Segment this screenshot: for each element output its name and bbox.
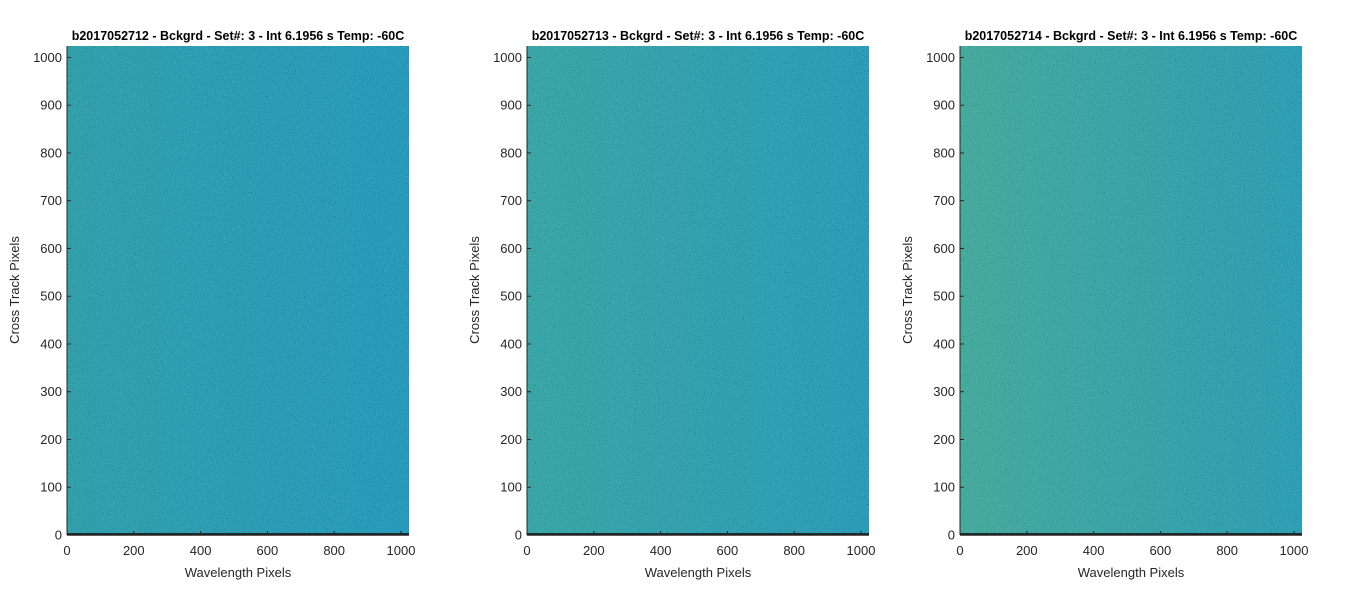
heatmap-row-0 — [527, 533, 869, 535]
y-tick-label: 900 — [500, 98, 522, 113]
heatmap-image — [960, 46, 1302, 535]
y-tick-label: 400 — [40, 336, 62, 351]
y-tick-label: 800 — [933, 145, 955, 160]
y-tick-label: 500 — [933, 289, 955, 304]
y-tick-label: 0 — [515, 528, 522, 543]
heatmap-row-0 — [67, 533, 409, 535]
x-axis: 0 200 400 600 800 1000 — [956, 531, 1308, 558]
x-tick-label: 200 — [1016, 543, 1038, 558]
y-tick-label: 700 — [933, 193, 955, 208]
y-tick-label: 900 — [40, 98, 62, 113]
x-tick-label: 800 — [783, 543, 805, 558]
heatmap-noise — [527, 46, 869, 535]
y-tick-label: 100 — [40, 480, 62, 495]
y-tick-label: 600 — [40, 241, 62, 256]
y-tick-label: 400 — [500, 336, 522, 351]
y-axis: 0 100 200 300 400 500 600 700 800 900 1000 — [926, 46, 964, 543]
x-tick-label: 200 — [583, 543, 605, 558]
x-tick-label: 400 — [190, 543, 212, 558]
x-tick-label: 400 — [1083, 543, 1105, 558]
x-tick-label: 600 — [717, 543, 739, 558]
y-tick-label: 300 — [40, 384, 62, 399]
x-axis: 0 200 400 600 800 1000 — [63, 531, 415, 558]
y-tick-label: 0 — [948, 528, 955, 543]
x-axis-label: Wavelength Pixels — [185, 565, 292, 580]
y-axis-label: Cross Track Pixels — [7, 236, 22, 344]
y-tick-label: 300 — [500, 384, 522, 399]
y-axis: 0 100 200 300 400 500 600 700 800 900 1000 — [493, 46, 531, 543]
heatmap-row-0 — [960, 533, 1302, 535]
y-axis: 0 100 200 300 400 500 600 700 800 900 1000 — [33, 46, 71, 543]
x-tick-label: 1000 — [847, 543, 876, 558]
heatmap-noise — [960, 46, 1302, 535]
heatmap-panel-1: b2017052712 - Bckgrd - Set#: 3 - Int 6.1… — [7, 29, 415, 580]
y-axis-label: Cross Track Pixels — [467, 236, 482, 344]
y-tick-label: 200 — [933, 432, 955, 447]
y-tick-label: 300 — [933, 384, 955, 399]
y-tick-label: 600 — [500, 241, 522, 256]
x-axis-label: Wavelength Pixels — [1078, 565, 1185, 580]
x-tick-label: 0 — [523, 543, 530, 558]
y-tick-label: 200 — [40, 432, 62, 447]
x-tick-label: 600 — [1150, 543, 1172, 558]
x-tick-label: 1000 — [387, 543, 416, 558]
x-tick-label: 0 — [956, 543, 963, 558]
y-tick-label: 500 — [40, 289, 62, 304]
x-tick-label: 400 — [650, 543, 672, 558]
x-axis: 0 200 400 600 800 1000 — [523, 531, 875, 558]
y-tick-label: 1000 — [493, 50, 522, 65]
y-tick-label: 1000 — [926, 50, 955, 65]
x-tick-label: 800 — [1216, 543, 1238, 558]
y-tick-label: 600 — [933, 241, 955, 256]
y-tick-label: 1000 — [33, 50, 62, 65]
heatmap-image — [67, 46, 409, 535]
heatmap-image — [527, 46, 869, 535]
chart-title: b2017052713 - Bckgrd - Set#: 3 - Int 6.1… — [532, 29, 865, 43]
y-tick-label: 100 — [500, 480, 522, 495]
y-tick-label: 700 — [40, 193, 62, 208]
y-tick-label: 200 — [500, 432, 522, 447]
x-tick-label: 0 — [63, 543, 70, 558]
y-tick-label: 100 — [933, 480, 955, 495]
y-tick-label: 900 — [933, 98, 955, 113]
y-tick-label: 700 — [500, 193, 522, 208]
heatmap-panel-3: b2017052714 - Bckgrd - Set#: 3 - Int 6.1… — [900, 29, 1308, 580]
y-axis-label: Cross Track Pixels — [900, 236, 915, 344]
y-tick-label: 500 — [500, 289, 522, 304]
heatmap-panel-2: b2017052713 - Bckgrd - Set#: 3 - Int 6.1… — [467, 29, 875, 580]
x-tick-label: 1000 — [1280, 543, 1309, 558]
y-tick-label: 400 — [933, 336, 955, 351]
x-tick-label: 800 — [323, 543, 345, 558]
y-tick-label: 800 — [500, 145, 522, 160]
chart-title: b2017052712 - Bckgrd - Set#: 3 - Int 6.1… — [72, 29, 405, 43]
x-axis-label: Wavelength Pixels — [645, 565, 752, 580]
y-tick-label: 800 — [40, 145, 62, 160]
heatmap-noise — [67, 46, 409, 535]
y-tick-label: 0 — [55, 528, 62, 543]
x-tick-label: 600 — [257, 543, 279, 558]
chart-title: b2017052714 - Bckgrd - Set#: 3 - Int 6.1… — [965, 29, 1298, 43]
x-tick-label: 200 — [123, 543, 145, 558]
